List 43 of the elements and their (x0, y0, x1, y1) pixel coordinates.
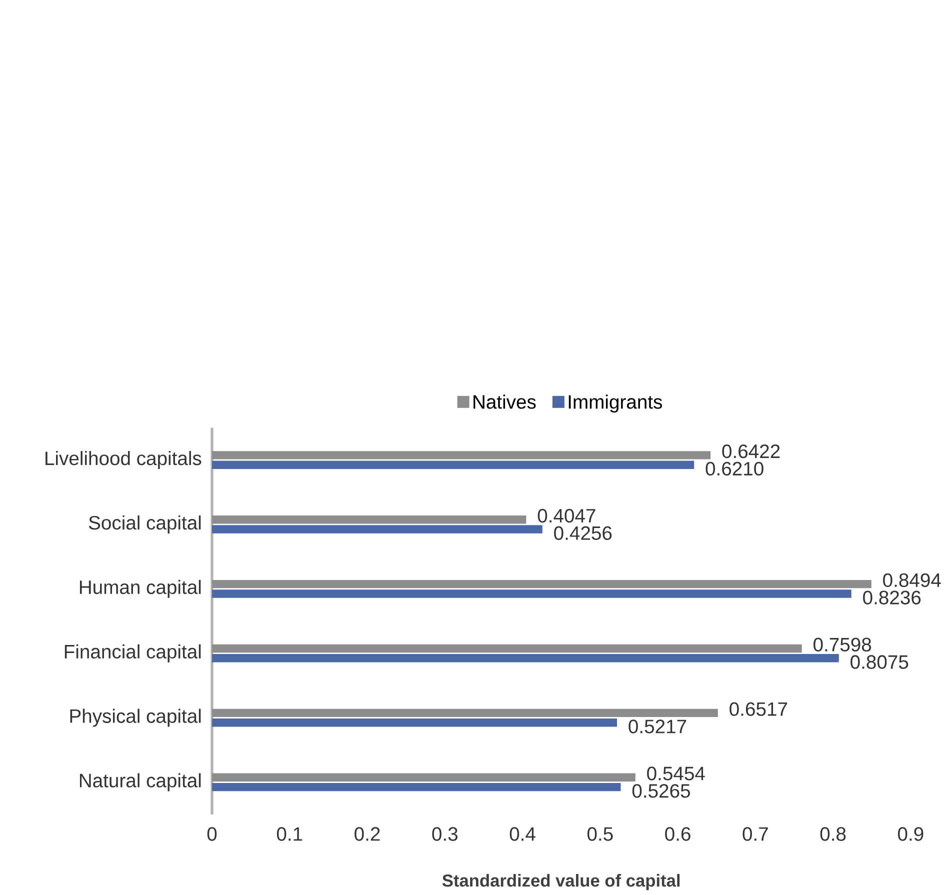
data-label: 0.7598 (814, 638, 872, 652)
x-tick-label: 0.7 (742, 827, 768, 842)
x-tick-label: 0.5 (587, 827, 613, 842)
data-label: 0.5217 (628, 720, 686, 734)
data-label: 0.6210 (706, 462, 764, 476)
bar (212, 783, 621, 792)
data-label: 0.8075 (850, 655, 908, 670)
x-tick-label: 0.2 (354, 827, 380, 842)
x-tick-label: 0.8 (820, 827, 846, 842)
x-axis-title: Standardized value of capital (442, 874, 680, 890)
x-tick-label: 0.4 (510, 827, 536, 842)
data-label: 0.5265 (632, 784, 690, 798)
bar (212, 525, 542, 534)
data-label: 0.6422 (722, 444, 780, 458)
bar (212, 516, 526, 524)
x-tick-label: 0.9 (898, 827, 924, 842)
data-label: 0.8494 (883, 574, 941, 588)
x-tick-label: 0.3 (432, 827, 458, 842)
bar (212, 709, 718, 718)
x-tick-label: 0.1 (276, 827, 302, 842)
data-label: 0.4047 (538, 509, 596, 523)
x-tick-label: 0 (207, 827, 217, 842)
bar (212, 580, 872, 588)
bar (212, 644, 802, 653)
y-tick-label: Livelihood capitals (46, 451, 202, 470)
bar (212, 718, 617, 727)
y-tick-label: Physical capital (70, 708, 201, 727)
bar (212, 460, 694, 470)
data-label: 0.5454 (647, 766, 705, 781)
x-tick-label: 0.6 (665, 827, 690, 842)
y-tick-label: Natural capital (80, 773, 201, 792)
bar (212, 654, 839, 662)
bar (212, 451, 711, 460)
legend-label: Natives (474, 394, 536, 409)
data-label: 0.8236 (863, 590, 921, 605)
legend-label: Immigrants (568, 394, 662, 413)
data-label: 0.4256 (554, 526, 612, 540)
data-label: 0.6517 (730, 702, 788, 716)
bar (212, 590, 852, 598)
bar (212, 773, 636, 782)
y-tick-label: Social capital (88, 516, 201, 534)
y-tick-label: Financial capital (64, 644, 201, 663)
y-tick-label: Human capital (80, 580, 201, 598)
